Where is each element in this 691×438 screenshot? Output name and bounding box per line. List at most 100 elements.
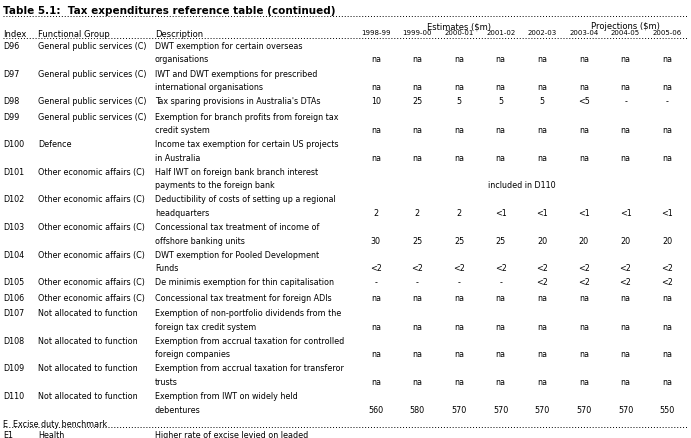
Text: <2: <2 — [370, 264, 381, 272]
Text: 20: 20 — [537, 236, 547, 245]
Text: 570: 570 — [576, 405, 591, 413]
Text: 25: 25 — [413, 236, 423, 245]
Text: 2: 2 — [415, 208, 420, 218]
Text: Not allocated to function: Not allocated to function — [38, 309, 138, 318]
Text: na: na — [538, 293, 547, 302]
Text: E  Excise duty benchmark: E Excise duty benchmark — [3, 419, 107, 428]
Text: D107: D107 — [3, 309, 24, 318]
Text: 2000-01: 2000-01 — [444, 30, 474, 36]
Text: D99: D99 — [3, 113, 19, 121]
Text: na: na — [579, 55, 589, 64]
Text: na: na — [495, 322, 506, 331]
Text: na: na — [371, 322, 381, 331]
Text: D101: D101 — [3, 167, 24, 177]
Text: Not allocated to function: Not allocated to function — [38, 336, 138, 345]
Text: D100: D100 — [3, 140, 24, 149]
Text: <1: <1 — [620, 208, 632, 218]
Text: na: na — [413, 126, 422, 135]
Text: na: na — [579, 377, 589, 386]
Text: na: na — [662, 322, 672, 331]
Text: credit system: credit system — [155, 126, 210, 135]
Text: na: na — [371, 55, 381, 64]
Text: 550: 550 — [660, 405, 675, 413]
Text: 5: 5 — [498, 97, 503, 106]
Text: Other economic affairs (C): Other economic affairs (C) — [38, 250, 145, 259]
Text: na: na — [538, 153, 547, 162]
Text: na: na — [495, 293, 506, 302]
Text: na: na — [454, 377, 464, 386]
Text: na: na — [621, 83, 631, 92]
Text: 570: 570 — [493, 405, 509, 413]
Text: na: na — [538, 55, 547, 64]
Text: na: na — [621, 55, 631, 64]
Text: na: na — [454, 126, 464, 135]
Text: Description: Description — [155, 30, 203, 39]
Text: na: na — [662, 153, 672, 162]
Text: 1998-99: 1998-99 — [361, 30, 390, 36]
Text: <2: <2 — [620, 264, 632, 272]
Text: 20: 20 — [579, 236, 589, 245]
Text: <1: <1 — [661, 208, 673, 218]
Text: 570: 570 — [451, 405, 466, 413]
Text: 5: 5 — [540, 97, 545, 106]
Text: na: na — [495, 377, 506, 386]
Text: na: na — [454, 153, 464, 162]
Text: na: na — [662, 350, 672, 359]
Text: <2: <2 — [620, 278, 632, 286]
Text: na: na — [495, 153, 506, 162]
Text: 25: 25 — [495, 236, 506, 245]
Text: D102: D102 — [3, 195, 24, 204]
Text: D96: D96 — [3, 42, 19, 51]
Text: na: na — [662, 293, 672, 302]
Text: Deductibility of costs of setting up a regional: Deductibility of costs of setting up a r… — [155, 195, 336, 204]
Text: na: na — [579, 293, 589, 302]
Text: -: - — [375, 278, 377, 286]
Text: Exemption for branch profits from foreign tax: Exemption for branch profits from foreig… — [155, 113, 339, 121]
Text: na: na — [579, 126, 589, 135]
Text: D97: D97 — [3, 70, 19, 78]
Text: 570: 570 — [535, 405, 550, 413]
Text: Exemption from accrual taxation for controlled: Exemption from accrual taxation for cont… — [155, 336, 344, 345]
Text: <2: <2 — [536, 278, 548, 286]
Text: na: na — [454, 83, 464, 92]
Text: Not allocated to function: Not allocated to function — [38, 364, 138, 373]
Text: in Australia: in Australia — [155, 153, 200, 162]
Text: na: na — [413, 377, 422, 386]
Text: General public services (C): General public services (C) — [38, 113, 146, 121]
Text: foreign companies: foreign companies — [155, 350, 230, 359]
Text: na: na — [662, 83, 672, 92]
Text: na: na — [454, 293, 464, 302]
Text: 560: 560 — [368, 405, 384, 413]
Text: na: na — [662, 377, 672, 386]
Text: international organisations: international organisations — [155, 83, 263, 92]
Text: Exemption from accrual taxation for transferor: Exemption from accrual taxation for tran… — [155, 364, 344, 373]
Text: 2: 2 — [373, 208, 379, 218]
Text: na: na — [495, 350, 506, 359]
Text: 2002-03: 2002-03 — [528, 30, 557, 36]
Text: <2: <2 — [412, 264, 424, 272]
Text: General public services (C): General public services (C) — [38, 97, 146, 106]
Text: De minimis exemption for thin capitalisation: De minimis exemption for thin capitalisa… — [155, 278, 334, 286]
Text: <2: <2 — [661, 264, 673, 272]
Text: <1: <1 — [495, 208, 507, 218]
Text: na: na — [662, 55, 672, 64]
Text: <2: <2 — [495, 264, 507, 272]
Text: -: - — [416, 278, 419, 286]
Text: na: na — [621, 153, 631, 162]
Text: na: na — [621, 350, 631, 359]
Text: na: na — [454, 322, 464, 331]
Text: na: na — [371, 153, 381, 162]
Text: 2004-05: 2004-05 — [611, 30, 640, 36]
Text: debentures: debentures — [155, 405, 201, 413]
Text: 2003-04: 2003-04 — [569, 30, 598, 36]
Text: na: na — [413, 322, 422, 331]
Text: -: - — [457, 278, 460, 286]
Text: <2: <2 — [453, 264, 465, 272]
Text: Concessional tax treatment for foreign ADIs: Concessional tax treatment for foreign A… — [155, 293, 332, 302]
Text: 20: 20 — [621, 236, 631, 245]
Text: Funds: Funds — [155, 264, 178, 272]
Text: payments to the foreign bank: payments to the foreign bank — [155, 181, 275, 190]
Text: <5: <5 — [578, 97, 590, 106]
Text: na: na — [454, 350, 464, 359]
Text: na: na — [371, 377, 381, 386]
